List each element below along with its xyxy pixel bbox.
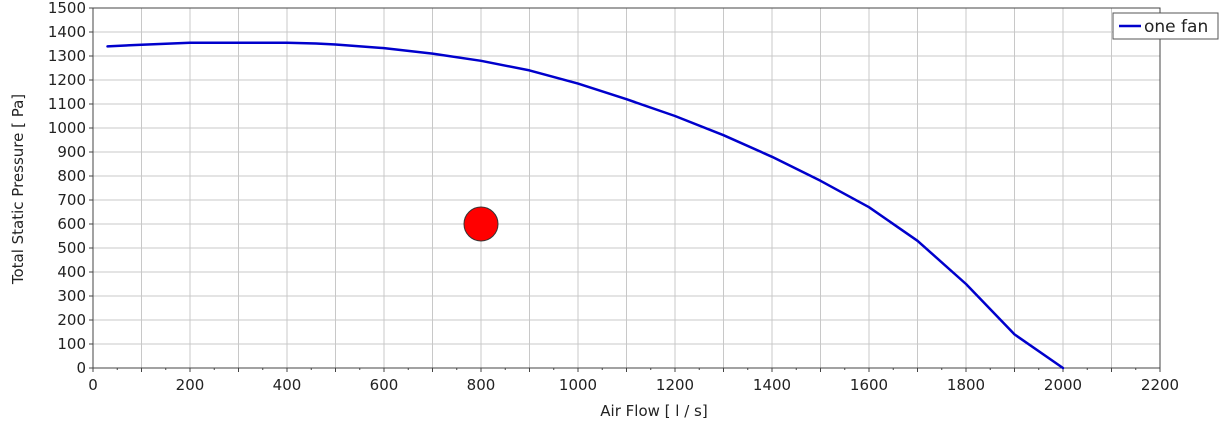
x-tick-label: 2200 [1141,376,1179,394]
x-tick-label: 1800 [947,376,985,394]
y-tick-labels: 0 100 200 300 400 500 600 700 800 900 1000 1100 1200… [48,0,86,377]
x-tick-label: 1200 [656,376,694,394]
y-tick-label: 1000 [48,119,86,137]
operating-point [463,206,499,242]
y-axis-title: Total Static Pressure [ Pa] [9,94,27,285]
y-tick-label: 1200 [48,71,86,89]
x-axis-title: Air Flow [ l / s] [600,402,707,420]
series-layer [106,41,1065,370]
ticks [89,7,1161,372]
series-line-0 [106,41,1065,370]
x-tick-labels: 0 200 400 600 800 1000 1200 1400 1600 1800 2000 220… [88,376,1179,394]
y-tick-label: 1300 [48,47,86,65]
x-tick-label: 600 [370,376,399,394]
y-tick-label: 400 [57,263,86,281]
x-tick-label: 1000 [559,376,597,394]
y-tick-label: 0 [76,359,86,377]
y-tick-label: 500 [57,239,86,257]
y-tick-label: 800 [57,167,86,185]
x-tick-label: 1400 [753,376,791,394]
grid [92,7,1161,369]
x-tick-label: 800 [467,376,496,394]
y-tick-label: 600 [57,215,86,233]
y-tick-label: 700 [57,191,86,209]
legend-label: one fan [1144,17,1208,37]
x-tick-label: 400 [273,376,302,394]
y-tick-label: 1100 [48,95,86,113]
legend: one fan [1112,12,1219,40]
x-tick-label: 200 [176,376,205,394]
points-layer [463,206,499,242]
y-tick-label: 1400 [48,23,86,41]
x-tick-label: 1600 [850,376,888,394]
y-tick-label: 100 [57,335,86,353]
x-tick-label: 0 [88,376,98,394]
legend-box [1112,12,1219,40]
y-tick-label: 1500 [48,0,86,17]
x-tick-label: 2000 [1044,376,1082,394]
y-tick-label: 200 [57,311,86,329]
y-tick-label: 900 [57,143,86,161]
y-tick-label: 300 [57,287,86,305]
